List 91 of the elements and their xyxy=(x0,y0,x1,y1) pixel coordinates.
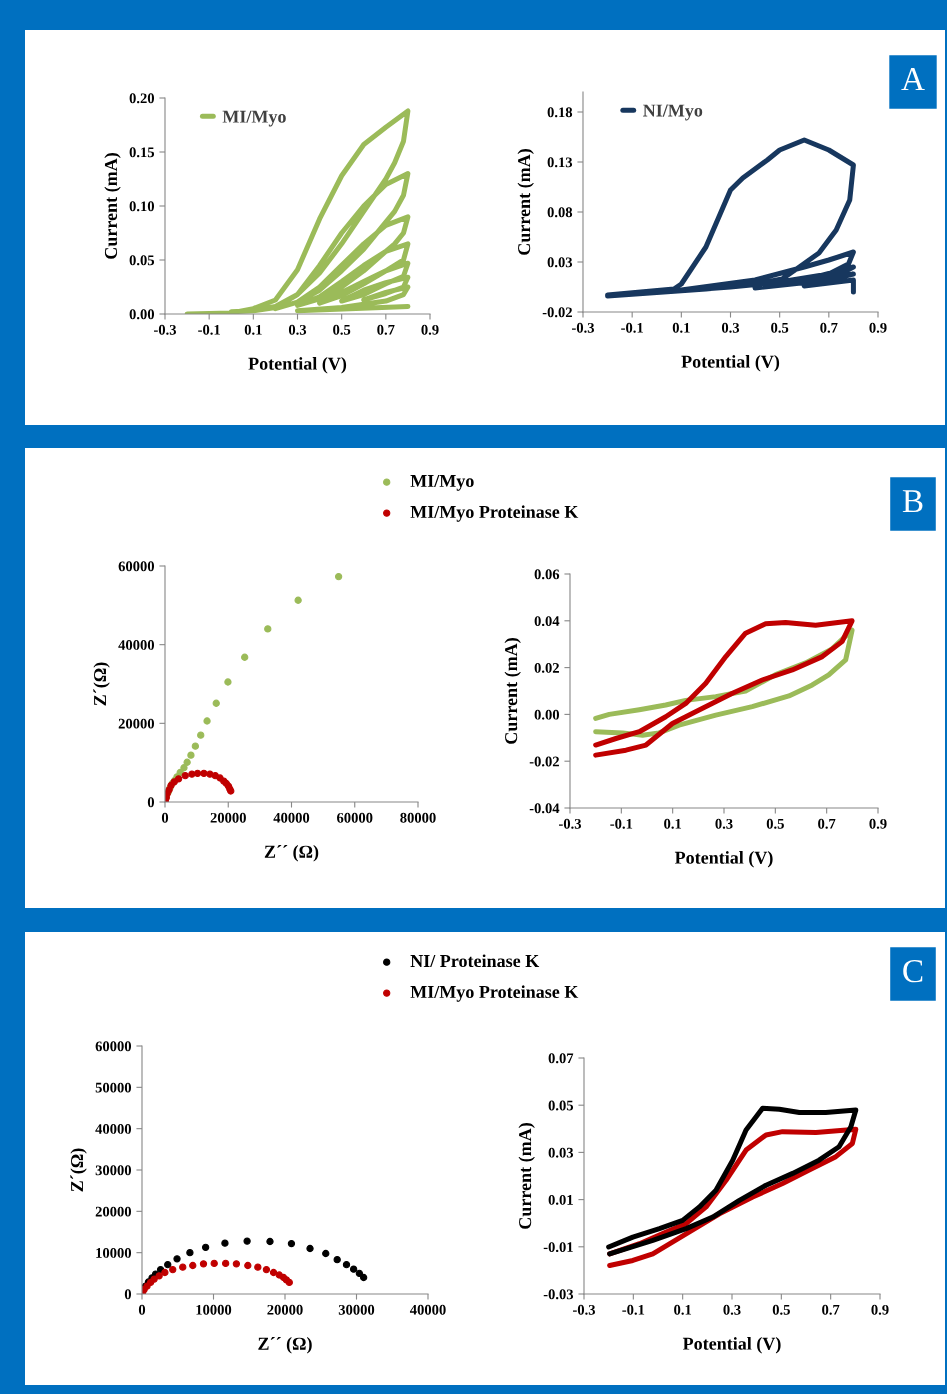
x-tick-label: 0.7 xyxy=(818,818,836,829)
y-axis-title: Current (mA) xyxy=(504,638,521,744)
y-tick-label: 0.20 xyxy=(129,93,155,104)
y-tick-label: 0.03 xyxy=(547,257,573,268)
x-tick-label: 0.7 xyxy=(820,322,838,333)
y-tick-label: 10000 xyxy=(96,1248,132,1258)
y-tick-label: 20000 xyxy=(95,1206,132,1217)
text: A xyxy=(901,68,925,91)
y-tick-label: 0.15 xyxy=(129,147,155,158)
x-tick-label: 20000 xyxy=(210,812,246,823)
y-tick-label: 0.02 xyxy=(534,662,559,673)
x-tick-label: -0.3 xyxy=(572,1304,596,1315)
y-tick-label: 40000 xyxy=(95,1124,132,1134)
y-axis-title: Current (mA) xyxy=(104,153,121,259)
y-tick-label: 0.07 xyxy=(548,1053,574,1064)
y-tick-label: -0.04 xyxy=(529,803,560,814)
x-axis-title: Z´´ (Ω) xyxy=(258,1337,312,1354)
y-tick-label: -0.03 xyxy=(543,1289,574,1300)
x-tick-label: 30000 xyxy=(338,1304,375,1315)
legend-label: MI/Myo Proteinase K xyxy=(410,505,579,522)
y-tick-label: 0.06 xyxy=(534,569,560,580)
x-tick-label: 0.5 xyxy=(766,818,784,829)
y-tick-label: 40000 xyxy=(118,640,155,650)
x-tick-label: 0.9 xyxy=(869,322,887,333)
x-tick-label: 80000 xyxy=(400,812,436,823)
y-tick-label: 0.00 xyxy=(129,309,155,320)
y-tick-label: 30000 xyxy=(95,1165,132,1176)
y-tick-label: 0.01 xyxy=(548,1194,573,1205)
x-tick-label: -0.1 xyxy=(622,1304,645,1315)
x-tick-label: 40000 xyxy=(273,812,310,823)
x-tick-label: -0.3 xyxy=(558,818,582,829)
y-tick-label: 0.00 xyxy=(534,709,560,720)
x-tick-label: 0.5 xyxy=(333,324,351,335)
x-tick-label: 0.1 xyxy=(674,1304,692,1315)
y-tick-label: 0.10 xyxy=(129,201,155,212)
y-tick-label: -0.02 xyxy=(542,307,572,318)
x-tick-label: 0.9 xyxy=(871,1304,889,1315)
x-tick-label: 10000 xyxy=(196,1304,232,1315)
x-tick-label: -0.1 xyxy=(610,818,633,829)
x-tick-label: 0.7 xyxy=(377,324,395,335)
y-tick-label: 0.05 xyxy=(129,255,155,266)
y-axis-title: Current (mA) xyxy=(518,1123,535,1229)
y-tick-label: 0.03 xyxy=(548,1147,574,1158)
x-axis-title: Potential (V) xyxy=(681,355,780,372)
x-tick-label: -0.1 xyxy=(621,322,643,333)
y-tick-label: 60000 xyxy=(95,1041,132,1052)
x-tick-label: 0.9 xyxy=(421,324,439,335)
x-tick-label: -0.3 xyxy=(153,324,177,335)
x-tick-label: 0.1 xyxy=(664,818,682,829)
y-tick-label: 60000 xyxy=(118,561,155,572)
x-tick-label: 0.3 xyxy=(721,322,740,333)
y-tick-label: 0 xyxy=(124,1289,132,1300)
legend-label: MI/Myo Proteinase K xyxy=(410,985,579,1002)
x-tick-label: 0.9 xyxy=(869,818,887,829)
x-axis-title: Z´´ (Ω) xyxy=(264,845,319,862)
y-axis-title: Current (mA) xyxy=(517,149,534,255)
x-axis-title: Potential (V) xyxy=(674,851,773,868)
x-tick-label: 20000 xyxy=(267,1304,303,1315)
legend-label: NI/ Proteinase K xyxy=(410,954,540,968)
x-tick-label: 0.3 xyxy=(723,1304,741,1315)
y-tick-label: -0.01 xyxy=(543,1242,573,1253)
legend-label: MI/Myo xyxy=(222,110,286,127)
x-tick-label: -0.3 xyxy=(571,322,595,333)
x-tick-label: 0.5 xyxy=(772,1304,790,1315)
y-tick-label: 0 xyxy=(147,797,155,808)
x-tick-label: 0.5 xyxy=(771,322,789,333)
y-tick-label: 20000 xyxy=(118,718,155,729)
y-tick-label: 0.08 xyxy=(547,207,573,218)
y-axis-title: Z´(Ω) xyxy=(93,662,110,706)
legend-label: MI/Myo xyxy=(410,474,474,491)
y-axis-title: Z´(Ω) xyxy=(70,1148,87,1192)
x-tick-label: 0.3 xyxy=(715,818,733,829)
y-tick-label: 0.18 xyxy=(547,107,573,118)
y-tick-label: 0.13 xyxy=(547,157,573,168)
x-tick-label: 0.1 xyxy=(244,324,262,335)
x-tick-label: 0.3 xyxy=(288,324,307,335)
x-tick-label: 60000 xyxy=(337,812,373,823)
x-tick-label: 0 xyxy=(161,812,169,823)
x-axis-title: Potential (V) xyxy=(682,1337,781,1354)
x-axis-title: Potential (V) xyxy=(248,357,347,374)
y-tick-label: 50000 xyxy=(95,1082,132,1093)
y-tick-label: -0.02 xyxy=(529,756,559,767)
legend-label: NI/Myo xyxy=(643,104,703,121)
y-tick-label: 0.04 xyxy=(534,616,560,627)
x-tick-label: 0.7 xyxy=(822,1304,840,1315)
x-tick-label: 0.1 xyxy=(672,322,690,333)
x-tick-label: 40000 xyxy=(409,1304,446,1315)
text: B xyxy=(902,490,923,513)
y-tick-label: 0.05 xyxy=(548,1100,574,1111)
text: C xyxy=(903,959,923,983)
x-tick-label: -0.1 xyxy=(198,324,220,335)
